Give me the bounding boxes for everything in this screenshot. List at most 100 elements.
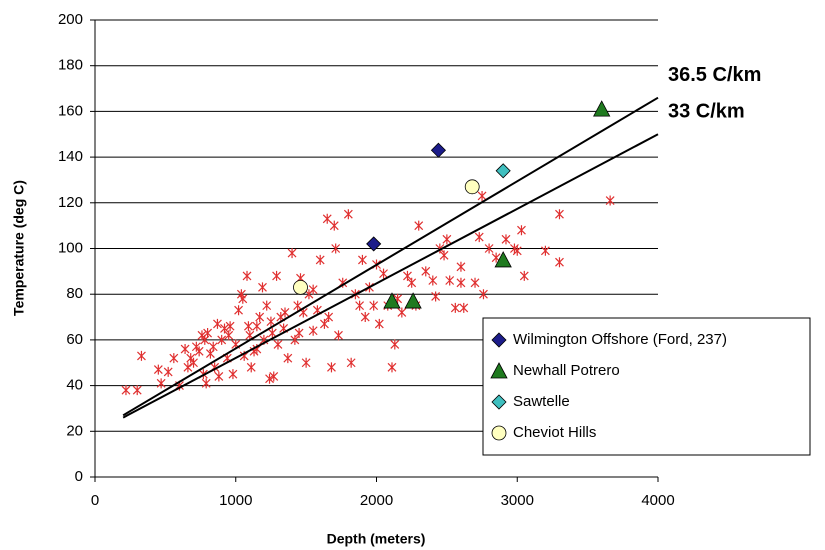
- point: [477, 190, 487, 201]
- y-tick-label: 0: [75, 468, 83, 485]
- point: [343, 209, 353, 220]
- point: [327, 362, 336, 373]
- point: [242, 270, 252, 281]
- point: [203, 328, 213, 339]
- point: [301, 357, 311, 368]
- point: [404, 292, 422, 309]
- point: [246, 362, 256, 373]
- point: [430, 142, 446, 158]
- point: [213, 318, 222, 329]
- y-axis-label: Temperature (deg C): [11, 180, 27, 316]
- x-tick-label: 2000: [360, 492, 393, 509]
- point: [121, 385, 131, 396]
- point: [403, 270, 412, 281]
- point: [214, 371, 224, 382]
- point: [464, 179, 480, 195]
- point: [445, 275, 455, 286]
- point: [252, 321, 262, 332]
- point: [383, 292, 401, 309]
- point: [265, 373, 274, 384]
- legend-marker: [490, 362, 508, 379]
- legend-label: Newhall Potrero: [513, 362, 620, 379]
- point: [225, 321, 235, 332]
- point: [484, 243, 494, 254]
- point: [397, 307, 407, 318]
- point: [379, 268, 388, 279]
- y-tick-label: 100: [58, 239, 83, 256]
- point: [194, 346, 204, 357]
- point: [605, 195, 615, 206]
- point: [428, 275, 438, 286]
- point: [308, 325, 318, 336]
- y-tick-label: 40: [66, 377, 83, 394]
- legend: [482, 317, 811, 456]
- point: [431, 291, 441, 302]
- point: [358, 254, 367, 265]
- point: [156, 378, 166, 389]
- point: [450, 302, 460, 313]
- point: [470, 277, 480, 288]
- point: [319, 318, 329, 329]
- point: [293, 300, 303, 311]
- point: [238, 293, 248, 304]
- point: [593, 100, 611, 117]
- legend-label: Wilmington Offshore (Ford, 237): [513, 331, 727, 348]
- point: [234, 305, 243, 316]
- point: [519, 270, 529, 281]
- y-tick-label: 20: [66, 422, 83, 439]
- legend-marker: [491, 425, 507, 441]
- line-label: 33 C/km: [668, 101, 745, 123]
- point: [294, 328, 304, 339]
- point: [224, 330, 234, 341]
- point: [479, 289, 488, 300]
- y-tick-label: 80: [66, 285, 83, 302]
- y-tick-label: 60: [66, 331, 83, 348]
- point: [293, 279, 308, 295]
- point: [324, 312, 334, 323]
- point: [495, 163, 511, 179]
- x-axis-label: Depth (meters): [327, 531, 426, 547]
- x-tick-label: 4000: [641, 492, 674, 509]
- y-tick-label: 140: [58, 148, 83, 165]
- point: [228, 369, 238, 380]
- point: [243, 321, 253, 332]
- point: [456, 261, 466, 272]
- legend-label: Cheviot Hills: [513, 424, 596, 441]
- point: [366, 236, 382, 252]
- point: [287, 248, 297, 259]
- point: [329, 220, 339, 231]
- point: [137, 350, 146, 361]
- point: [407, 277, 417, 288]
- trend-line: [122, 133, 659, 419]
- x-tick-label: 1000: [219, 492, 252, 509]
- point: [183, 362, 193, 373]
- point: [456, 277, 466, 288]
- point: [540, 245, 550, 256]
- point: [208, 341, 218, 352]
- point: [189, 357, 198, 368]
- point: [217, 334, 227, 345]
- point: [283, 353, 293, 364]
- point: [360, 312, 370, 323]
- point: [369, 300, 379, 311]
- point: [459, 302, 469, 313]
- point: [517, 225, 526, 236]
- point: [387, 362, 397, 373]
- point: [555, 209, 564, 220]
- point: [414, 220, 424, 231]
- line-label: 36.5 C/km: [668, 64, 761, 86]
- point: [273, 339, 283, 350]
- point: [555, 257, 564, 268]
- point: [442, 234, 452, 245]
- x-tick-label: 0: [91, 492, 99, 509]
- point: [132, 385, 142, 396]
- point: [346, 357, 356, 368]
- point: [421, 266, 431, 277]
- point: [334, 330, 343, 341]
- point: [315, 254, 325, 265]
- point: [512, 245, 522, 256]
- legend-label: Sawtelle: [513, 393, 570, 410]
- trend-line: [122, 96, 659, 417]
- point: [180, 344, 190, 355]
- point: [269, 371, 279, 382]
